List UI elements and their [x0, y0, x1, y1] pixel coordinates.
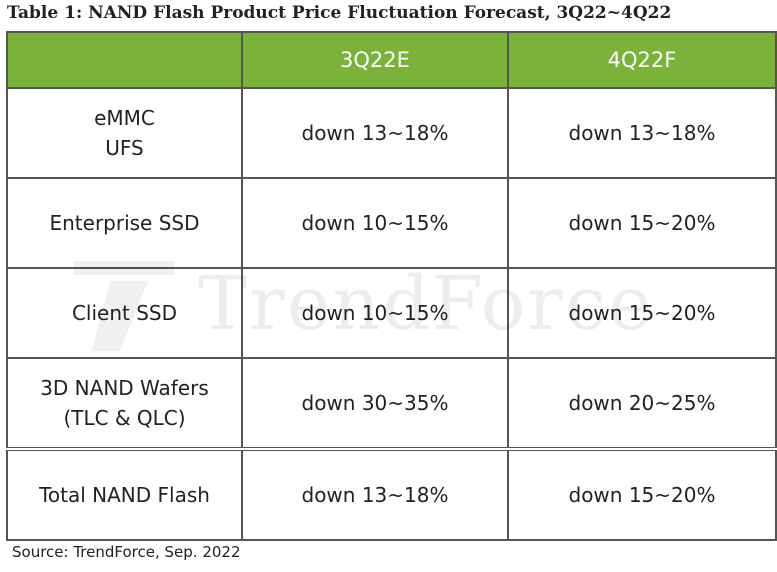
row-label-line: Enterprise SSD: [49, 210, 200, 235]
cell-3q22e: down 10~15%: [241, 266, 509, 359]
table-row: 3D NAND Wafers (TLC & QLC) down 30~35% d…: [6, 356, 777, 450]
table-row: eMMC UFS down 13~18% down 13~18%: [6, 87, 777, 179]
header-corner-cell: [6, 31, 243, 89]
row-label-line: Total NAND Flash: [39, 482, 210, 507]
table-row-total: Total NAND Flash down 13~18% down 15~20%: [6, 446, 777, 542]
row-label: Enterprise SSD: [6, 176, 243, 269]
cell-4q22f: down 15~20%: [507, 266, 777, 359]
row-label: eMMC UFS: [6, 87, 243, 179]
cell-3q22e: down 30~35%: [241, 356, 509, 450]
price-forecast-table: 3Q22E 4Q22F eMMC UFS down 13~18% down 13…: [6, 31, 777, 542]
cell-4q22f: down 15~20%: [507, 176, 777, 269]
row-label-line: Client SSD: [71, 300, 178, 325]
row-label: Total NAND Flash: [6, 446, 243, 542]
row-label: 3D NAND Wafers (TLC & QLC): [6, 356, 243, 450]
row-label-line: (TLC & QLC): [63, 405, 186, 430]
header-3q22e: 3Q22E: [241, 31, 509, 89]
row-label: Client SSD: [6, 266, 243, 359]
table-row: Enterprise SSD down 10~15% down 15~20%: [6, 176, 777, 269]
row-label-line: eMMC: [94, 105, 155, 130]
table-row: Client SSD down 10~15% down 15~20%: [6, 266, 777, 359]
cell-3q22e: down 13~18%: [241, 87, 509, 179]
cell-4q22f: down 20~25%: [507, 356, 777, 450]
table-header-row: 3Q22E 4Q22F: [6, 31, 777, 89]
source-note: Source: TrendForce, Sep. 2022: [12, 543, 241, 561]
row-label-line: UFS: [105, 135, 144, 160]
table-title: Table 1: NAND Flash Product Price Fluctu…: [7, 3, 672, 23]
header-4q22f: 4Q22F: [507, 31, 777, 89]
cell-3q22e: down 13~18%: [241, 446, 509, 542]
row-label-line: 3D NAND Wafers: [40, 375, 209, 400]
cell-4q22f: down 13~18%: [507, 87, 777, 179]
cell-4q22f: down 15~20%: [507, 446, 777, 542]
cell-3q22e: down 10~15%: [241, 176, 509, 269]
